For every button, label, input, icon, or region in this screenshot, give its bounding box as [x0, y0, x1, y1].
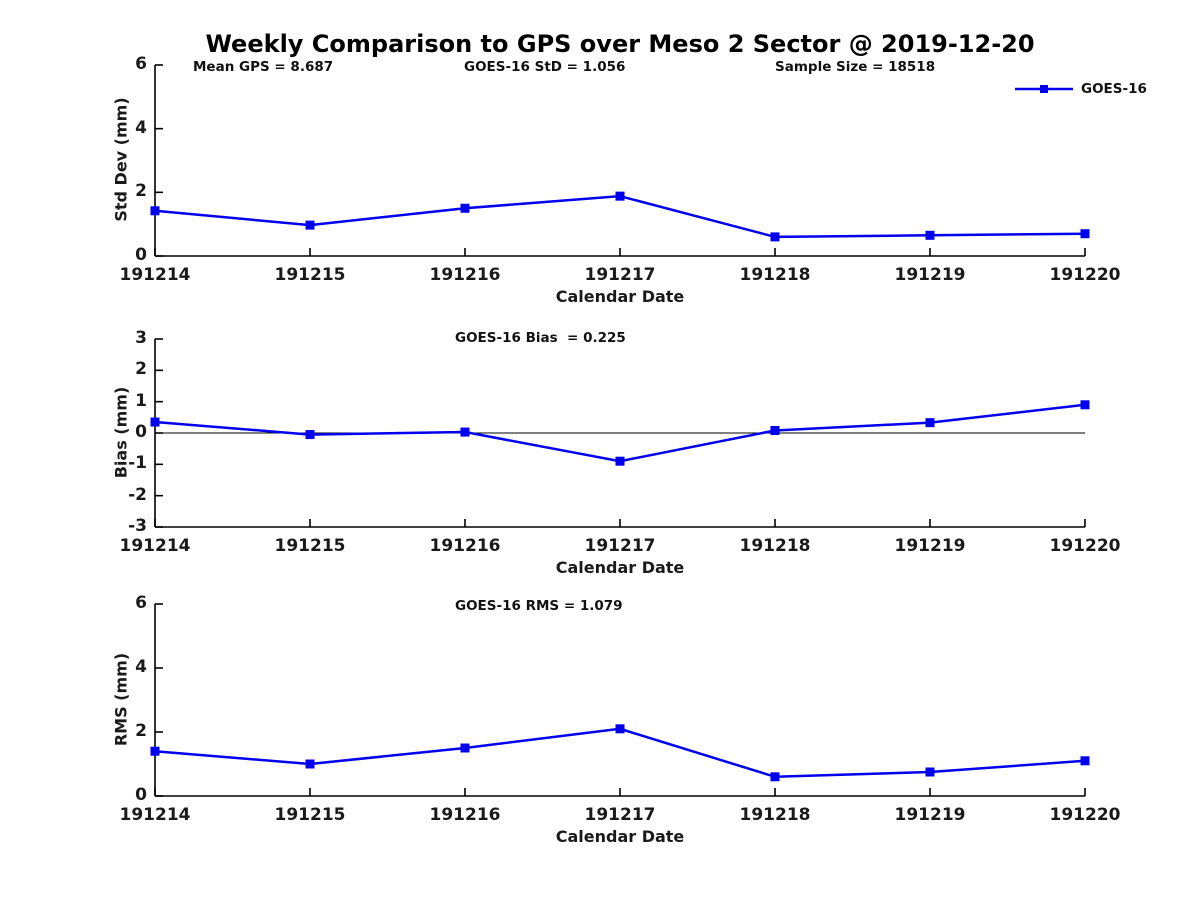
subplot-2 — [150, 603, 1090, 797]
x-tick-label: 191215 — [274, 805, 346, 825]
y-tick-label: 0 — [135, 422, 147, 442]
data-point-marker — [460, 743, 470, 753]
y-tick-label: 0 — [135, 245, 147, 265]
series-line-GOES-16 — [154, 727, 1086, 779]
x-tick-label: 191219 — [894, 536, 966, 556]
data-point-marker — [615, 724, 625, 734]
data-point-marker — [305, 220, 315, 230]
legend: GOES-16 — [1015, 80, 1147, 98]
y-tick-label: 2 — [135, 181, 147, 202]
x-axis-label-calendar-date-3: Calendar Date — [555, 827, 685, 846]
data-point-marker — [615, 456, 625, 466]
x-tick-label: 191217 — [584, 805, 656, 825]
x-axis-label-calendar-date-2: Calendar Date — [555, 558, 685, 577]
y-tick-label: -2 — [128, 484, 147, 505]
data-point-marker — [770, 232, 780, 242]
x-tick-label: 191220 — [1049, 265, 1121, 285]
data-point-marker — [615, 191, 625, 201]
x-tick-label: 191214 — [119, 805, 191, 825]
y-tick-label: 0 — [135, 785, 147, 805]
x-tick-label: 191218 — [739, 536, 811, 556]
x-tick-label: 191218 — [739, 805, 811, 825]
x-tick-label: 191215 — [274, 265, 346, 285]
annotation-mean-gps: Mean GPS = 8.687 — [193, 59, 334, 75]
y-tick-label: 4 — [135, 657, 147, 677]
data-point-marker — [460, 427, 470, 437]
x-tick-label: 191220 — [1049, 805, 1121, 825]
annotation-sample-size: Sample Size = 18518 — [775, 59, 936, 75]
y-tick-label: -1 — [128, 453, 147, 474]
y-tick-label: -3 — [128, 516, 147, 536]
subplot-1 — [150, 338, 1090, 528]
y-tick-label: 2 — [135, 359, 147, 380]
x-tick-label: 191219 — [894, 265, 966, 285]
data-point-marker — [150, 417, 160, 427]
data-point-marker — [925, 418, 935, 428]
x-tick-label: 191216 — [429, 805, 501, 825]
annotation-goes16-rms: GOES-16 RMS = 1.079 — [455, 598, 623, 614]
y-tick-label: 2 — [135, 721, 147, 741]
annotation-goes16-bias: GOES-16 Bias = 0.225 — [455, 330, 626, 346]
data-point-marker — [1080, 229, 1090, 239]
y-tick-label: 6 — [135, 54, 147, 74]
x-tick-label: 191217 — [584, 265, 656, 285]
x-tick-label: 191216 — [429, 265, 501, 285]
data-point-marker — [150, 206, 160, 216]
data-point-marker — [1080, 756, 1090, 766]
legend-line-marker-icon — [1015, 85, 1073, 93]
data-point-marker — [770, 772, 780, 782]
y-axis-label-rms: RMS (mm) — [111, 652, 131, 747]
figure-title: Weekly Comparison to GPS over Meso 2 Sec… — [205, 30, 1035, 58]
x-tick-label: 191217 — [584, 536, 656, 556]
annotation-goes16-std: GOES-16 StD = 1.056 — [464, 59, 626, 75]
data-point-marker — [925, 230, 935, 240]
data-point-marker — [305, 430, 315, 440]
x-tick-label: 191218 — [739, 265, 811, 285]
x-tick-label: 191214 — [119, 265, 191, 285]
data-point-marker — [305, 759, 315, 769]
y-tick-label: 6 — [135, 593, 147, 613]
y-tick-label: 3 — [135, 328, 147, 348]
x-tick-label: 191216 — [429, 536, 501, 556]
x-tick-label: 191219 — [894, 805, 966, 825]
data-point-marker — [150, 746, 160, 756]
subplot-0 — [150, 64, 1090, 257]
data-point-marker — [925, 767, 935, 777]
y-axis-label-std-dev: Std Dev (mm) — [111, 97, 131, 222]
data-point-marker — [460, 203, 470, 213]
x-tick-label: 191220 — [1049, 536, 1121, 556]
x-tick-label: 191214 — [119, 536, 191, 556]
y-tick-label: 1 — [135, 390, 147, 411]
data-point-marker — [770, 425, 780, 435]
series-line-GOES-16 — [154, 194, 1086, 239]
data-point-marker — [1080, 400, 1090, 410]
x-axis-label-calendar-date-1: Calendar Date — [555, 287, 685, 306]
x-tick-label: 191215 — [274, 536, 346, 556]
y-tick-label: 4 — [135, 117, 147, 138]
legend-entry-goes16: GOES-16 — [1081, 81, 1147, 97]
